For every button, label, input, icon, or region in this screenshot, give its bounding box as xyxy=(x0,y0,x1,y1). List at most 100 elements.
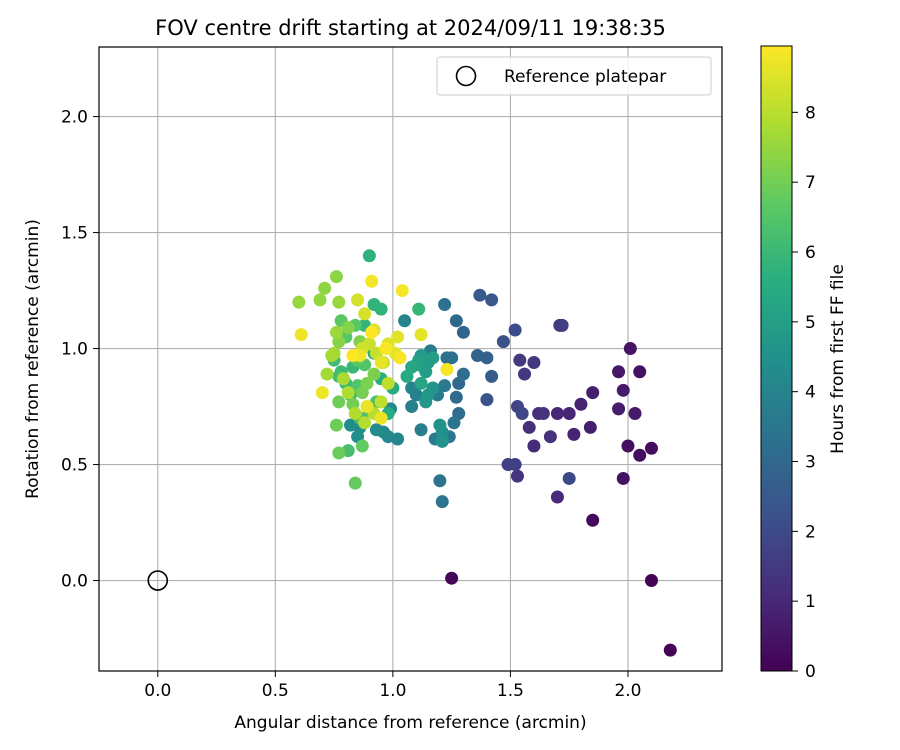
data-point xyxy=(447,416,461,430)
y-axis-ticks: 0.0 0.5 1.0 1.5 2.0 xyxy=(61,108,99,592)
data-point xyxy=(510,469,524,483)
y-tick-label: 1.5 xyxy=(61,224,88,244)
data-point xyxy=(471,349,485,363)
data-point xyxy=(344,418,358,432)
data-point xyxy=(435,434,449,448)
data-point xyxy=(320,367,334,381)
data-point xyxy=(567,427,581,441)
data-point xyxy=(419,365,433,379)
colorbar-tick-label: 4 xyxy=(805,383,816,403)
data-point xyxy=(360,400,374,414)
data-point xyxy=(365,325,379,339)
data-point xyxy=(449,314,463,328)
data-point xyxy=(414,376,428,390)
data-point xyxy=(438,379,452,393)
colorbar-tick-label: 8 xyxy=(805,103,816,123)
data-point xyxy=(367,297,381,311)
data-point xyxy=(456,367,470,381)
data-point xyxy=(574,397,588,411)
data-point xyxy=(355,439,369,453)
data-point xyxy=(522,420,536,434)
x-tick-label: 1.0 xyxy=(379,681,406,701)
data-point xyxy=(398,314,412,328)
data-point xyxy=(412,302,426,316)
data-point xyxy=(513,353,527,367)
data-point xyxy=(395,284,409,298)
data-point xyxy=(360,376,374,390)
data-point xyxy=(633,448,647,462)
data-point xyxy=(562,407,576,421)
data-point xyxy=(501,458,515,472)
colorbar-tick-label: 3 xyxy=(805,453,816,473)
data-point xyxy=(445,351,459,365)
colorbar-tick-label: 2 xyxy=(805,522,816,542)
data-point xyxy=(346,349,360,363)
data-point xyxy=(536,407,550,421)
data-point xyxy=(362,249,376,263)
data-point xyxy=(508,323,522,337)
data-point xyxy=(358,416,372,430)
x-tick-label: 0.5 xyxy=(262,681,289,701)
data-point xyxy=(623,342,637,356)
x-tick-label: 1.5 xyxy=(497,681,524,701)
x-axis-label: Angular distance from reference (arcmin) xyxy=(234,713,586,733)
colorbar: 0 1 2 3 4 5 6 7 8 Hours from first FF file xyxy=(760,45,848,682)
data-point xyxy=(449,390,463,404)
data-point xyxy=(325,349,339,363)
data-point xyxy=(550,490,564,504)
data-point xyxy=(332,295,346,309)
data-point xyxy=(351,293,365,307)
data-point xyxy=(294,328,308,342)
data-point xyxy=(612,402,626,416)
data-point xyxy=(663,643,677,657)
data-point xyxy=(485,369,499,383)
colorbar-ticks: 0 1 2 3 4 5 6 7 8 xyxy=(792,103,816,682)
legend: Reference platepar xyxy=(436,56,712,96)
data-point xyxy=(313,293,327,307)
colorbar-tick-label: 7 xyxy=(805,173,816,193)
data-point xyxy=(329,270,343,284)
legend-marker xyxy=(455,65,477,87)
data-point xyxy=(633,365,647,379)
data-point xyxy=(445,571,459,585)
x-tick-label: 0.0 xyxy=(144,681,171,701)
data-point xyxy=(292,295,306,309)
data-point xyxy=(374,395,388,409)
data-point xyxy=(543,430,557,444)
data-point xyxy=(433,474,447,488)
data-point xyxy=(628,407,642,421)
data-point xyxy=(365,274,379,288)
data-point xyxy=(583,420,597,434)
data-point xyxy=(485,293,499,307)
data-point xyxy=(644,574,658,588)
data-point xyxy=(374,411,388,425)
colorbar-tick-label: 6 xyxy=(805,243,816,263)
data-point xyxy=(367,367,381,381)
data-point xyxy=(341,386,355,400)
legend-label: Reference platepar xyxy=(504,67,666,87)
data-point xyxy=(393,351,407,365)
data-point xyxy=(616,471,630,485)
colorbar-gradient xyxy=(760,45,793,672)
data-points xyxy=(292,249,677,657)
data-point xyxy=(515,407,529,421)
y-tick-label: 0.5 xyxy=(61,456,88,476)
data-point xyxy=(400,369,414,383)
data-point xyxy=(527,355,541,369)
colorbar-tick-label: 1 xyxy=(805,592,816,612)
data-point xyxy=(612,365,626,379)
data-point xyxy=(518,367,532,381)
y-axis-label: Rotation from reference (arcmin) xyxy=(23,219,43,499)
data-point xyxy=(440,362,454,376)
colorbar-label: Hours from first FF file xyxy=(828,264,848,454)
data-point xyxy=(527,439,541,453)
data-point xyxy=(391,330,405,344)
data-point xyxy=(348,476,362,490)
x-axis-ticks: 0.0 0.5 1.0 1.5 2.0 xyxy=(144,671,641,701)
data-point xyxy=(341,321,355,335)
data-point xyxy=(358,307,372,321)
grid-lines xyxy=(99,47,722,671)
data-point xyxy=(414,423,428,437)
data-point xyxy=(332,446,346,460)
data-point xyxy=(419,395,433,409)
